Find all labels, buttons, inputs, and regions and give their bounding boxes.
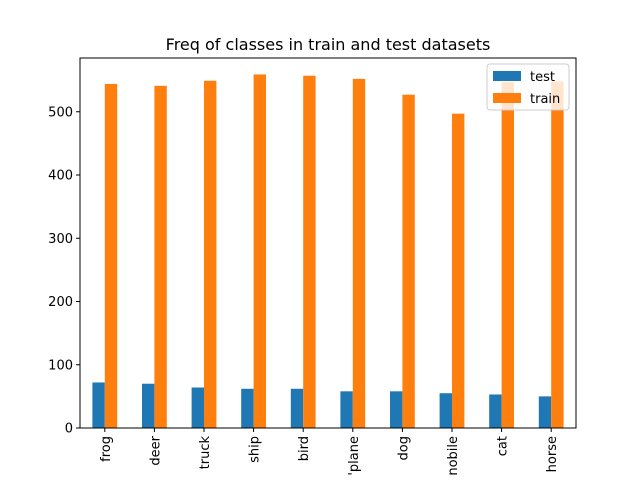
x-tick-label-2: truck xyxy=(198,436,213,470)
legend-swatch-train xyxy=(493,93,521,103)
x-tick-label-9: horse xyxy=(545,436,560,472)
bar-train-0 xyxy=(104,83,118,428)
plot-frame xyxy=(79,57,577,429)
bar-test-4 xyxy=(290,388,304,428)
bar-train-5 xyxy=(352,78,366,428)
bar-test-2 xyxy=(191,387,204,428)
x-axis: frog deer truck ship bird 'plane dog nobile cat h… xyxy=(99,428,560,476)
bar-test-0 xyxy=(92,382,105,428)
y-tick-label-2: 200 xyxy=(48,295,73,310)
bar-train-8 xyxy=(501,82,514,429)
bar-train-9 xyxy=(551,81,564,429)
legend-label-train: train xyxy=(530,92,560,107)
bars-group xyxy=(92,74,564,429)
y-tick-label-4: 400 xyxy=(48,169,73,184)
bar-test-1 xyxy=(142,383,155,428)
bar-train-3 xyxy=(253,74,266,428)
legend-swatch-test xyxy=(493,71,521,81)
y-axis: 0 100 200 300 400 500 xyxy=(48,105,80,437)
bar-train-1 xyxy=(154,85,167,428)
legend-label-test: test xyxy=(530,70,555,85)
x-tick-label-3: ship xyxy=(248,436,263,463)
bar-test-9 xyxy=(538,396,552,428)
y-tick-label-3: 300 xyxy=(48,232,73,247)
y-tick-label-1: 100 xyxy=(48,358,73,373)
x-tick-label-5: 'plane xyxy=(347,436,362,476)
x-tick-label-8: cat xyxy=(496,436,511,456)
bar-test-8 xyxy=(489,394,502,428)
x-tick-label-6: dog xyxy=(396,436,411,460)
x-tick-label-1: deer xyxy=(148,435,163,465)
x-tick-label-0: frog xyxy=(99,436,114,462)
legend: test train xyxy=(486,63,570,111)
bar-test-6 xyxy=(390,391,403,428)
x-tick-label-4: bird xyxy=(297,436,312,461)
y-tick-label-5: 500 xyxy=(48,105,73,120)
bar-test-7 xyxy=(439,393,452,428)
bar-test-3 xyxy=(241,388,254,428)
bar-train-2 xyxy=(204,80,217,429)
x-tick-label-7: nobile xyxy=(446,436,461,476)
chart-title: Freq of classes in train and test datase… xyxy=(166,35,491,54)
bar-train-6 xyxy=(402,94,415,428)
bar-test-5 xyxy=(340,391,353,428)
y-tick-label-0: 0 xyxy=(65,422,73,437)
bar-train-7 xyxy=(452,113,465,429)
bar-train-4 xyxy=(303,75,316,428)
